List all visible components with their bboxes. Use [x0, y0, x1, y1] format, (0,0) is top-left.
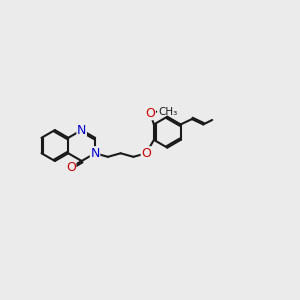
- Text: CH₃: CH₃: [158, 106, 178, 117]
- Text: O: O: [66, 161, 76, 174]
- Text: O: O: [146, 106, 155, 120]
- Text: N: N: [77, 124, 86, 136]
- Text: O: O: [141, 147, 151, 160]
- Text: N: N: [90, 147, 100, 160]
